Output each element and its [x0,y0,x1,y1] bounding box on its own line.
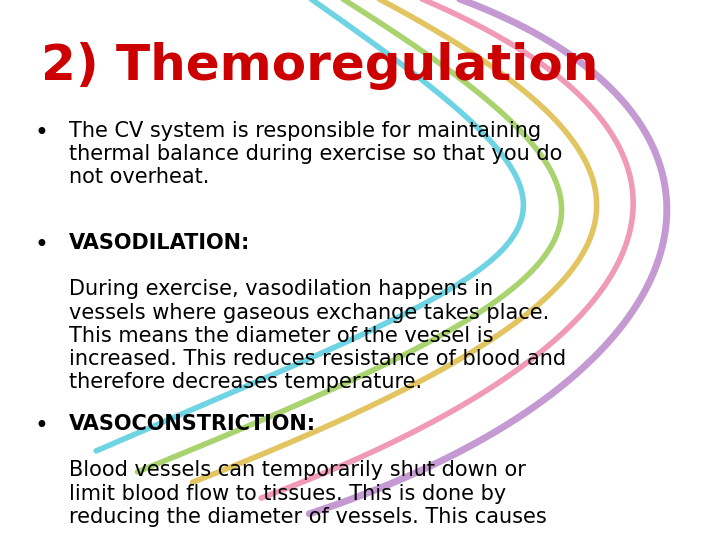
Text: VASOCONSTRICTION:: VASOCONSTRICTION: [68,414,316,434]
Text: Blood vessels can temporarily shut down or
limit blood flow to tissues. This is : Blood vessels can temporarily shut down … [68,461,546,526]
Text: •: • [35,414,48,438]
Text: 2) Themoregulation: 2) Themoregulation [41,42,598,90]
Text: During exercise, vasodilation happens in
vessels where gaseous exchange takes pl: During exercise, vasodilation happens in… [68,280,566,392]
Text: The CV system is responsible for maintaining
thermal balance during exercise so : The CV system is responsible for maintai… [68,120,562,187]
Text: •: • [35,233,48,258]
Text: •: • [35,120,48,145]
Text: VASODILATION:: VASODILATION: [68,233,250,253]
